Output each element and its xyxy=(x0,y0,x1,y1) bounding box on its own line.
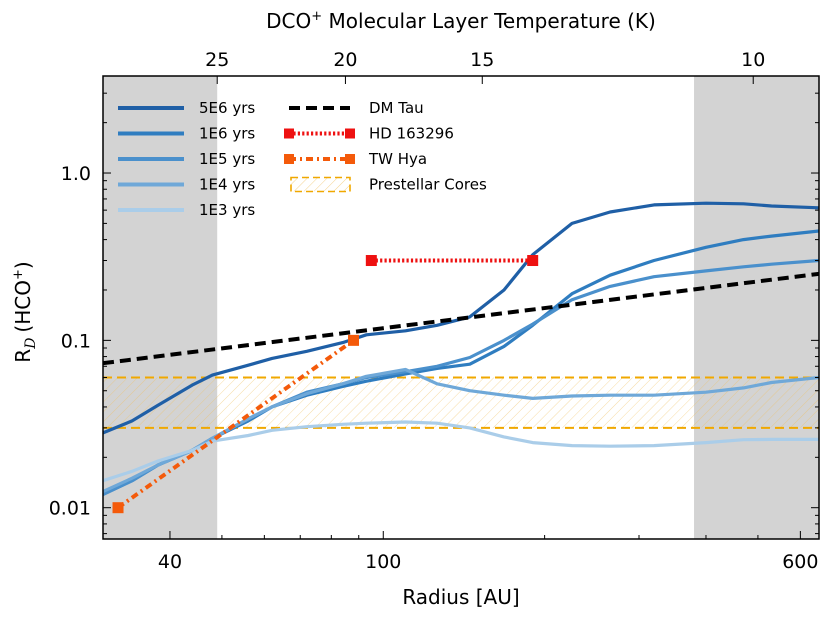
top-tick-label-15: 15 xyxy=(470,49,494,71)
legend-label-dm-tau: DM Tau xyxy=(369,99,424,117)
series-markers xyxy=(112,255,539,514)
marker-tw-hya-2 xyxy=(348,334,360,346)
shaded-regions xyxy=(103,76,819,539)
top-axis-title: DCO+ Molecular Layer Temperature (K) xyxy=(266,9,656,33)
series-line-5e6-yrs xyxy=(103,201,819,435)
plot-frame xyxy=(102,75,820,540)
legend-label-1e6-yrs: 1E6 yrs xyxy=(199,125,255,143)
top-tick-label-25: 25 xyxy=(205,49,229,71)
y-axis-title-sup: + xyxy=(11,269,26,280)
axis-ticks xyxy=(102,76,819,539)
x-tick-label-600: 600 xyxy=(782,551,818,573)
top-axis-title-sup: + xyxy=(311,9,322,24)
marker-hd-163296-2 xyxy=(527,255,539,267)
marker-hd-163296-1 xyxy=(365,255,377,267)
shaded-region-2 xyxy=(694,76,819,539)
legend-label-1e4-yrs: 1E4 yrs xyxy=(199,176,255,194)
prestellar-band-hatch xyxy=(103,377,819,428)
legend: 5E6 yrs 1E6 yrs 1E5 yrs 1E4 yrs 1E3 yrs DM Ta… xyxy=(118,99,487,219)
prestellar-cores-band xyxy=(103,376,819,429)
top-axis-title-rest: Molecular Layer Temperature (K) xyxy=(322,9,656,33)
legend-label-5e6-yrs: 5E6 yrs xyxy=(199,99,255,117)
marker-tw-hya-1 xyxy=(112,502,124,514)
legend-marker-start-hd-163296 xyxy=(284,128,294,139)
top-axis-title-species: DCO xyxy=(266,9,311,33)
legend-label-hd-163296: HD 163296 xyxy=(369,125,454,143)
legend-swatch-prestellar-cores xyxy=(290,176,351,193)
legend-label-tw-hya: TW Hya xyxy=(368,150,427,168)
top-tick-label-10: 10 xyxy=(741,49,765,71)
legend-label-1e5-yrs: 1E5 yrs xyxy=(199,150,255,168)
y-axis-title-close: ) xyxy=(11,261,35,269)
y-axis-title-species: (HCO xyxy=(11,280,35,333)
axis-tick-labels: 40 100 600 0.01 0.1 1.0 25 20 15 10 xyxy=(49,49,819,573)
x-axis-title: Radius [AU] xyxy=(402,585,519,609)
legend-marker-end-tw-hya xyxy=(345,154,355,164)
y-axis-title-sub: D xyxy=(23,338,39,350)
x-tick-label-40: 40 xyxy=(158,551,182,573)
series-lines xyxy=(103,201,819,510)
y-axis-title: RD (HCO+) xyxy=(11,261,39,362)
y-tick-label-0-1: 0.1 xyxy=(61,330,91,352)
y-tick-label-1-0: 1.0 xyxy=(61,163,91,185)
y-axis-title-main: R xyxy=(11,349,35,363)
y-tick-label-0-01: 0.01 xyxy=(49,498,91,520)
shaded-region-1 xyxy=(103,76,218,539)
series-line-dm-tau xyxy=(103,271,819,366)
legend-marker-end-hd-163296 xyxy=(345,128,355,139)
top-tick-label-20: 20 xyxy=(333,49,357,71)
legend-label-prestellar-cores: Prestellar Cores xyxy=(369,176,487,194)
x-tick-label-100: 100 xyxy=(365,551,401,573)
legend-label-1e3-yrs: 1E3 yrs xyxy=(199,201,255,219)
legend-marker-start-tw-hya xyxy=(284,154,294,164)
series-line-tw-hya xyxy=(116,338,355,510)
